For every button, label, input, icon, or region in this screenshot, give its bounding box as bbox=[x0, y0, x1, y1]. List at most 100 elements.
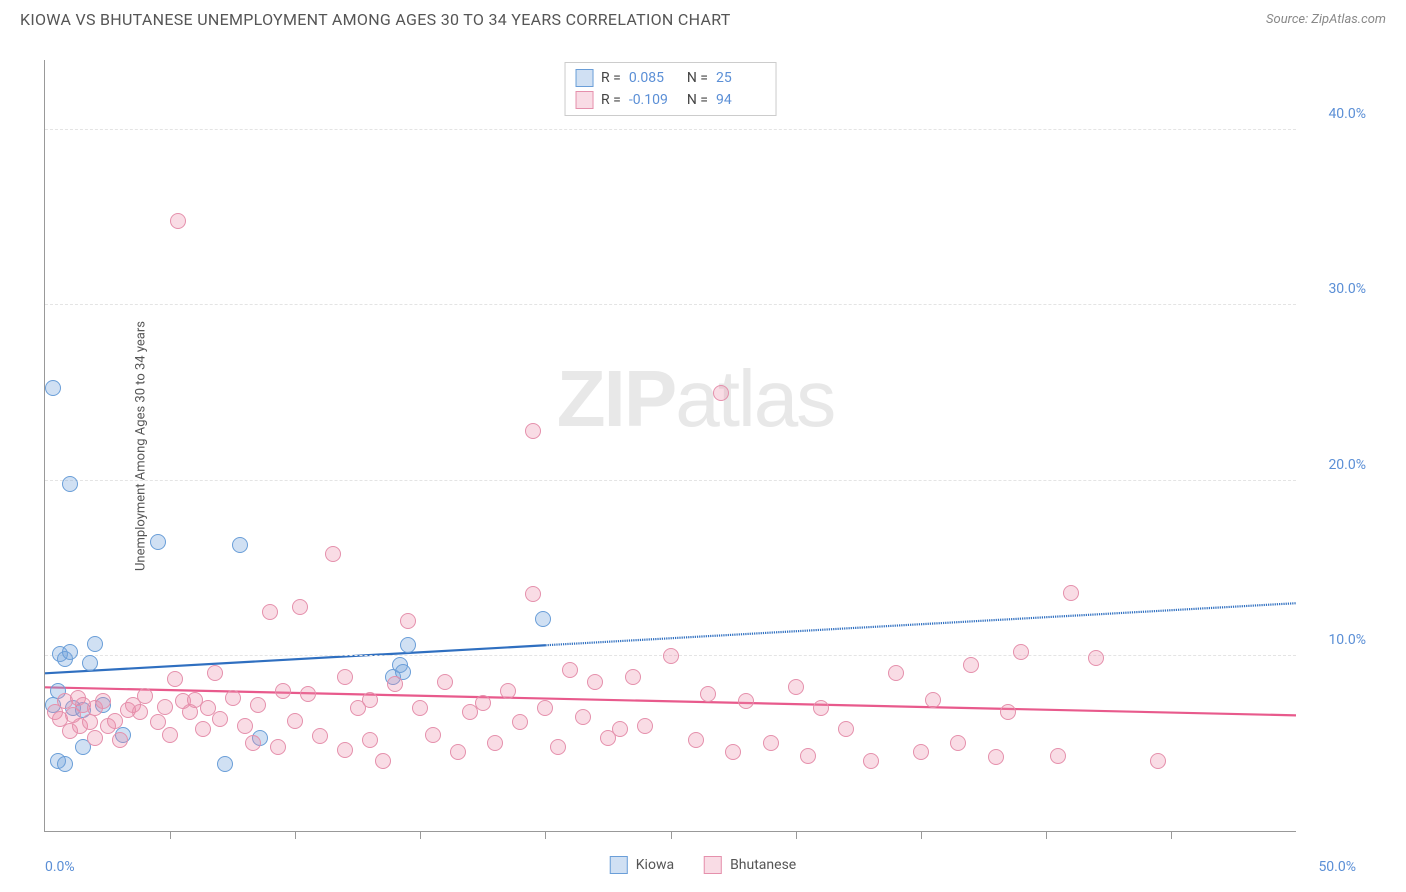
watermark: ZIPatlas bbox=[557, 353, 834, 445]
data-point bbox=[82, 714, 98, 730]
data-point bbox=[237, 718, 253, 734]
data-point bbox=[688, 732, 704, 748]
n-label-2: N = bbox=[687, 92, 708, 108]
data-point bbox=[162, 727, 178, 743]
data-point bbox=[82, 655, 98, 671]
n-label: N = bbox=[687, 70, 708, 86]
gridline-h bbox=[45, 480, 1296, 481]
x-tick bbox=[420, 831, 421, 839]
legend-item-bhutanese: Bhutanese bbox=[704, 856, 796, 874]
data-point bbox=[888, 665, 904, 681]
data-point bbox=[87, 636, 103, 652]
x-tick bbox=[1171, 831, 1172, 839]
legend-label-kiowa: Kiowa bbox=[636, 857, 674, 873]
data-point bbox=[913, 744, 929, 760]
swatch-kiowa bbox=[575, 69, 593, 87]
data-point bbox=[337, 742, 353, 758]
data-point bbox=[1150, 753, 1166, 769]
data-point bbox=[275, 683, 291, 699]
data-point bbox=[287, 713, 303, 729]
r-value-kiowa: 0.085 bbox=[629, 70, 679, 86]
stats-row-kiowa: R = 0.085 N = 25 bbox=[575, 67, 766, 89]
data-point bbox=[400, 613, 416, 629]
data-point bbox=[437, 674, 453, 690]
data-point bbox=[95, 693, 111, 709]
x-tick bbox=[796, 831, 797, 839]
data-point bbox=[1000, 704, 1016, 720]
data-point bbox=[925, 692, 941, 708]
data-point bbox=[195, 721, 211, 737]
r-value-bhutanese: -0.109 bbox=[629, 92, 679, 108]
data-point bbox=[738, 693, 754, 709]
data-point bbox=[525, 586, 541, 602]
legend-swatch-bhutanese bbox=[704, 856, 722, 874]
data-point bbox=[425, 727, 441, 743]
data-point bbox=[612, 721, 628, 737]
gridline-h bbox=[45, 129, 1296, 130]
data-point bbox=[713, 385, 729, 401]
data-point bbox=[1088, 650, 1104, 666]
r-label: R = bbox=[601, 70, 621, 86]
data-point bbox=[788, 679, 804, 695]
data-point bbox=[375, 753, 391, 769]
data-point bbox=[362, 692, 378, 708]
stats-legend: R = 0.085 N = 25 R = -0.109 N = 94 bbox=[564, 62, 777, 116]
data-point bbox=[150, 534, 166, 550]
data-point bbox=[863, 753, 879, 769]
data-point bbox=[663, 648, 679, 664]
data-point bbox=[1013, 644, 1029, 660]
data-point bbox=[62, 644, 78, 660]
data-point bbox=[400, 637, 416, 653]
data-point bbox=[475, 695, 491, 711]
data-point bbox=[112, 732, 128, 748]
data-point bbox=[537, 700, 553, 716]
data-point bbox=[512, 714, 528, 730]
y-tick-label: 30.0% bbox=[1306, 281, 1366, 297]
stats-row-bhutanese: R = -0.109 N = 94 bbox=[575, 89, 766, 111]
title-bar: KIOWA VS BHUTANESE UNEMPLOYMENT AMONG AG… bbox=[0, 0, 1406, 37]
data-point bbox=[137, 688, 153, 704]
data-point bbox=[963, 657, 979, 673]
data-point bbox=[387, 676, 403, 692]
data-point bbox=[587, 674, 603, 690]
data-point bbox=[300, 686, 316, 702]
bottom-legend: Kiowa Bhutanese bbox=[610, 856, 796, 874]
x-tick-label-min: 0.0% bbox=[45, 859, 75, 875]
n-value-kiowa: 25 bbox=[716, 70, 766, 86]
data-point bbox=[262, 604, 278, 620]
data-point bbox=[450, 744, 466, 760]
data-point bbox=[562, 662, 578, 678]
data-point bbox=[525, 423, 541, 439]
swatch-bhutanese bbox=[575, 91, 593, 109]
data-point bbox=[625, 669, 641, 685]
data-point bbox=[325, 546, 341, 562]
data-point bbox=[57, 756, 73, 772]
legend-swatch-kiowa bbox=[610, 856, 628, 874]
y-tick-label: 10.0% bbox=[1306, 632, 1366, 648]
data-point bbox=[637, 718, 653, 734]
data-point bbox=[988, 749, 1004, 765]
data-point bbox=[62, 476, 78, 492]
data-point bbox=[45, 380, 61, 396]
chart-container: Unemployment Among Ages 30 to 34 years Z… bbox=[44, 60, 1296, 832]
data-point bbox=[87, 730, 103, 746]
data-point bbox=[312, 728, 328, 744]
data-point bbox=[207, 665, 223, 681]
data-point bbox=[245, 735, 261, 751]
y-tick-label: 40.0% bbox=[1306, 106, 1366, 122]
x-tick bbox=[545, 831, 546, 839]
data-point bbox=[535, 611, 551, 627]
data-point bbox=[813, 700, 829, 716]
data-point bbox=[1063, 585, 1079, 601]
legend-item-kiowa: Kiowa bbox=[610, 856, 674, 874]
data-point bbox=[412, 700, 428, 716]
plot-area: ZIPatlas R = 0.085 N = 25 R = -0.109 N =… bbox=[44, 60, 1296, 832]
data-point bbox=[157, 699, 173, 715]
source-label: Source: ZipAtlas.com bbox=[1266, 12, 1386, 27]
data-point bbox=[950, 735, 966, 751]
data-point bbox=[232, 537, 248, 553]
x-tick bbox=[1046, 831, 1047, 839]
watermark-bold: ZIP bbox=[557, 354, 675, 443]
legend-label-bhutanese: Bhutanese bbox=[730, 857, 796, 873]
data-point bbox=[575, 709, 591, 725]
